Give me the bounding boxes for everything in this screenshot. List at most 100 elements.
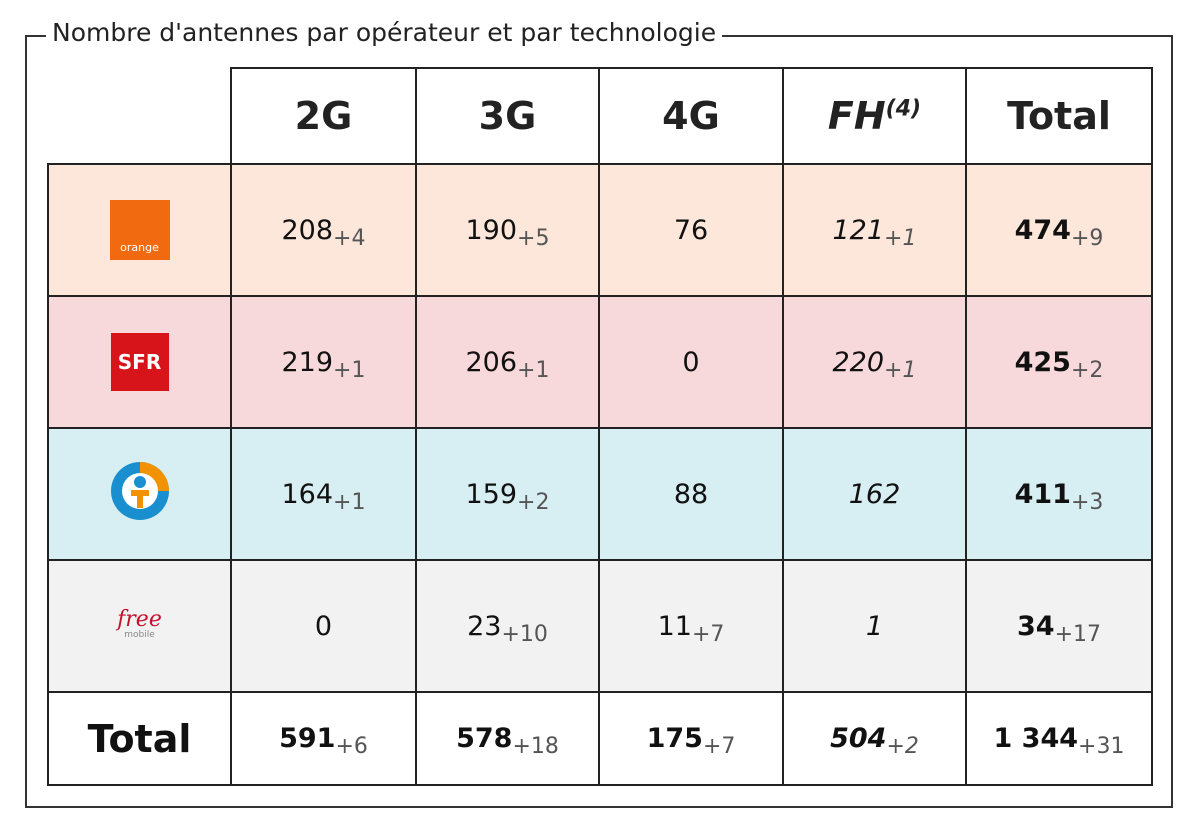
value: 76 — [673, 214, 709, 246]
column-header: FH(4) — [782, 67, 967, 165]
value: 219 — [281, 346, 334, 378]
value: 504 — [830, 723, 887, 754]
value: 411 — [1014, 478, 1071, 510]
delta: +1 — [884, 225, 917, 251]
operator-logo: orange — [47, 163, 232, 297]
header-text: 4G — [662, 94, 720, 138]
value-cell: 88 — [598, 427, 784, 561]
value: 220 — [832, 346, 885, 378]
value: 425 — [1014, 346, 1071, 378]
total-label: Total — [47, 691, 232, 786]
value-cell: 1 344+31 — [965, 691, 1153, 786]
value-cell: 474+9 — [965, 163, 1153, 297]
value: 159 — [465, 478, 518, 510]
value-cell: 11+7 — [598, 559, 784, 693]
operator-logo: free mobile — [47, 559, 232, 693]
delta: +18 — [512, 734, 559, 759]
value-cell: 425+2 — [965, 295, 1153, 429]
value: 474 — [1014, 214, 1071, 246]
delta: +1 — [333, 357, 366, 383]
operator-row: 164+1 159+2 88 162 411+3 — [47, 427, 1153, 561]
operator-row: SFR 219+1 206+1 0 220+1 425+2 — [47, 295, 1153, 429]
total-row: Total 591+6 578+18 175+7 504+2 1 344+31 — [47, 691, 1153, 786]
value: 578 — [456, 723, 513, 754]
value: 1 344 — [993, 723, 1079, 754]
delta: +2 — [1070, 357, 1104, 383]
header-text: FH — [827, 94, 886, 138]
column-header: Total — [965, 67, 1153, 165]
value: 11 — [657, 610, 692, 642]
operator-row: orange 208+4 190+5 76 121+1 474+9 — [47, 163, 1153, 297]
delta: +31 — [1078, 734, 1125, 759]
operator-logo — [47, 427, 232, 561]
value: 23 — [467, 610, 502, 642]
column-header: 2G — [230, 67, 417, 165]
header-note: (4) — [885, 96, 922, 122]
logo: free mobile — [117, 606, 162, 640]
value-cell: 1 — [782, 559, 967, 693]
value: 88 — [673, 478, 709, 510]
value-cell: 164+1 — [230, 427, 417, 561]
delta: +6 — [335, 734, 368, 759]
value-cell: 159+2 — [415, 427, 600, 561]
value-cell: 0 — [598, 295, 784, 429]
delta: +1 — [517, 357, 550, 383]
value: 162 — [848, 478, 901, 510]
delta: +3 — [1070, 489, 1104, 515]
logo-text: free — [117, 606, 162, 632]
value-cell: 220+1 — [782, 295, 967, 429]
value: 34 — [1016, 610, 1055, 642]
column-header: 4G — [598, 67, 784, 165]
delta: +1 — [333, 489, 366, 515]
delta: +2 — [886, 734, 919, 759]
corner — [48, 68, 232, 165]
header-row: 2G 3G 4G FH(4) Total — [48, 67, 1153, 165]
value-cell: 76 — [598, 163, 784, 297]
delta: +2 — [517, 489, 550, 515]
delta: +10 — [501, 621, 548, 647]
logo: orange — [109, 200, 170, 260]
value-cell: 591+6 — [230, 691, 417, 786]
value: 0 — [682, 346, 700, 378]
logo — [49, 460, 230, 529]
value: 1 — [865, 610, 884, 642]
value: 208 — [281, 214, 334, 246]
value-cell: 504+2 — [782, 691, 967, 786]
value-cell: 175+7 — [598, 691, 784, 786]
delta: +7 — [702, 734, 736, 759]
logo: SFR — [110, 333, 169, 391]
value: 206 — [465, 346, 518, 378]
header-text: 2G — [294, 94, 353, 138]
value: 591 — [279, 723, 336, 754]
column-header: 3G — [415, 67, 600, 165]
value-cell: 219+1 — [230, 295, 417, 429]
delta: +9 — [1070, 225, 1104, 251]
value-cell: 121+1 — [782, 163, 967, 297]
value-cell: 208+4 — [230, 163, 417, 297]
bouygues-logo — [110, 461, 169, 520]
value-cell: 190+5 — [415, 163, 600, 297]
value: 121 — [832, 214, 885, 246]
value-cell: 0 — [230, 559, 417, 693]
value-cell: 578+18 — [415, 691, 600, 786]
logo-text: orange — [120, 241, 159, 254]
logo-sub: mobile — [124, 629, 155, 640]
delta: +17 — [1054, 621, 1101, 647]
delta: +5 — [517, 225, 550, 251]
value: 190 — [465, 214, 518, 246]
delta: +4 — [333, 225, 366, 251]
value: 175 — [646, 723, 703, 754]
value-cell: 34+17 — [965, 559, 1153, 693]
header-text: Total — [1007, 94, 1111, 138]
operator-logo: SFR — [47, 295, 232, 429]
value-cell: 23+10 — [415, 559, 600, 693]
logo-text: SFR — [117, 350, 162, 374]
legend: Nombre d'antennes par opérateur et par t… — [46, 18, 723, 47]
value: 164 — [281, 478, 334, 510]
operator-row: free mobile 0 23+10 11+7 1 34+17 — [47, 559, 1153, 693]
header-text: 3G — [478, 94, 537, 138]
value: 0 — [314, 610, 333, 642]
value-cell: 206+1 — [415, 295, 600, 429]
antenna-table: 2G 3G 4G FH(4) Total orange 208+4 190+5 76 121+1… — [47, 67, 1153, 786]
